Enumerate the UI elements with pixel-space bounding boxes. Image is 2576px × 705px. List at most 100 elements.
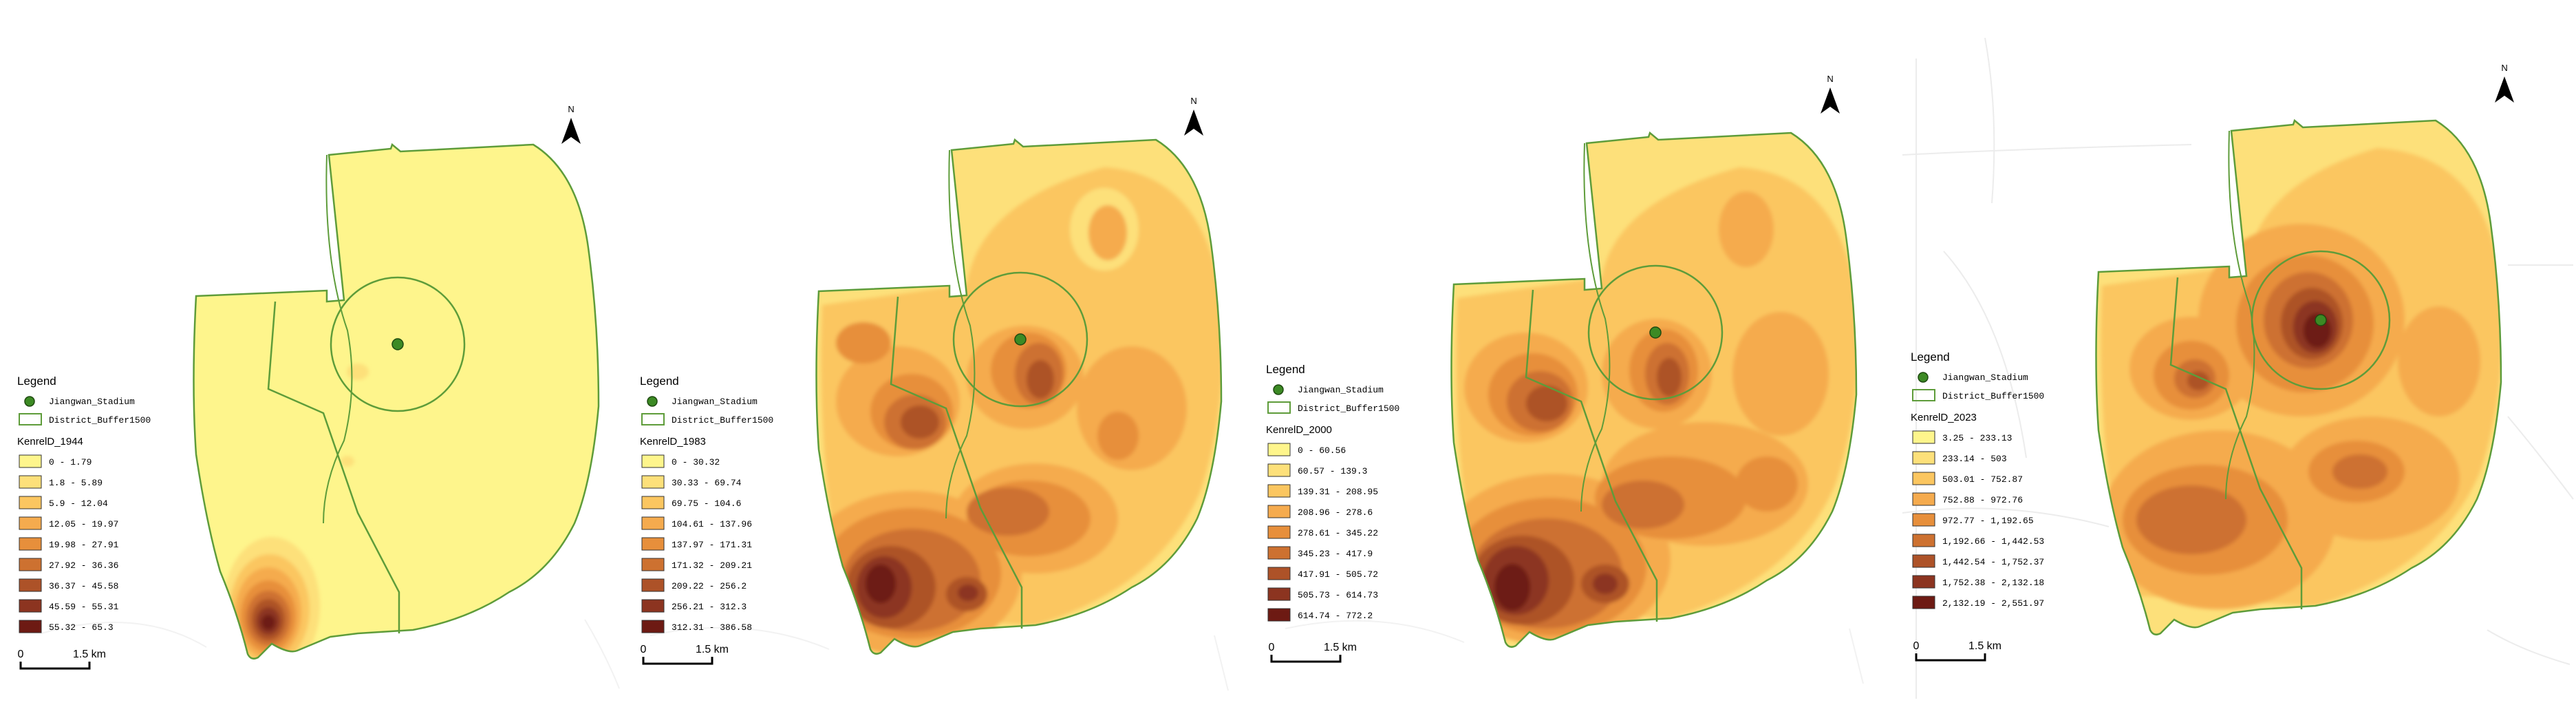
buffer-legend-label: District_Buffer1500 xyxy=(672,415,773,425)
buffer-legend-label: District_Buffer1500 xyxy=(49,415,151,425)
scale-bar: 0 1.5 km xyxy=(18,649,106,670)
legend-swatch-2 xyxy=(1912,451,1935,465)
legend-class-label-4: 104.61 - 137.96 xyxy=(672,519,752,529)
legend-swatch-9 xyxy=(641,620,665,633)
legend-class-label-7: 36.37 - 45.58 xyxy=(49,581,118,591)
north-label: N xyxy=(1827,74,1833,84)
legend-swatch-5 xyxy=(1267,525,1291,539)
map-panel-1983: N Legend Jiangwan_Stadium District_Buffe… xyxy=(640,96,1229,691)
legend-class-label-5: 972.77 - 1,192.65 xyxy=(1942,516,2034,526)
legend-swatch-7 xyxy=(641,578,665,592)
legend-swatch-2 xyxy=(641,475,665,489)
density-blob xyxy=(2136,485,2246,554)
stadium-legend-icon xyxy=(647,396,658,407)
legend-class-label-4: 12.05 - 19.97 xyxy=(49,519,118,529)
legend-title: Legend xyxy=(17,375,56,388)
north-label: N xyxy=(1190,96,1196,106)
scale-bar-line xyxy=(642,657,713,665)
legend-classes: 3.25 - 233.13 233.14 - 503 503.01 - 752.87… xyxy=(1912,430,2044,609)
legend-class-label-6: 1,192.66 - 1,442.53 xyxy=(1942,536,2044,547)
density-blob xyxy=(866,565,896,603)
stadium-legend-label: Jiangwan_Stadium xyxy=(49,397,135,407)
legend-class-label-3: 503.01 - 752.87 xyxy=(1942,474,2023,485)
legend-swatch-1 xyxy=(1267,443,1291,456)
legend-swatch-9 xyxy=(19,620,42,633)
stadium-legend-label: Jiangwan_Stadium xyxy=(1942,372,2028,383)
density-blob xyxy=(1097,412,1139,460)
legend-swatch-4 xyxy=(19,516,42,530)
legend-swatch-3 xyxy=(19,496,42,509)
legend-class-label-1: 3.25 - 233.13 xyxy=(1942,433,2012,443)
legend-swatch-7 xyxy=(19,578,42,592)
density-blob xyxy=(901,406,939,439)
legend-class-label-3: 5.9 - 12.04 xyxy=(49,498,108,509)
legend-class-label-7: 417.91 - 505.72 xyxy=(1298,569,1378,580)
density-blob xyxy=(1732,312,1829,436)
legend-class-label-9: 2,132.19 - 2,551.97 xyxy=(1942,598,2044,609)
legend-swatch-7 xyxy=(1912,554,1935,568)
legend-class-label-2: 1.8 - 5.89 xyxy=(49,478,103,488)
legend-swatch-2 xyxy=(1267,463,1291,477)
buffer-legend-label: District_Buffer1500 xyxy=(1298,403,1399,414)
basemap-streets xyxy=(650,627,1229,691)
density-blob xyxy=(347,364,369,380)
scale-zero-label: 0 xyxy=(1913,640,1920,652)
north-arrow-icon xyxy=(1821,87,1840,114)
basemap-streets xyxy=(1285,620,1864,684)
legend: Legend Jiangwan_Stadium District_Buffer1… xyxy=(17,375,151,633)
density-blob xyxy=(341,456,354,467)
legend-swatch-4 xyxy=(1267,505,1291,518)
scale-bar: 0 1.5 km xyxy=(1269,642,1357,663)
buffer-legend-label: District_Buffer1500 xyxy=(1942,391,2044,401)
density-blob xyxy=(1027,360,1054,399)
density-blob xyxy=(1657,358,1682,397)
legend-class-label-7: 209.22 - 256.2 xyxy=(672,581,747,591)
legend-swatch-6 xyxy=(1912,534,1935,547)
scale-bar-line xyxy=(19,662,91,670)
north-arrow: N xyxy=(561,104,581,144)
jiangwan-stadium-point xyxy=(1649,326,1662,339)
buffer-legend-icon xyxy=(1267,401,1291,414)
legend-swatch-9 xyxy=(1912,596,1935,609)
north-arrow-icon xyxy=(561,118,581,144)
jiangwan-stadium-point xyxy=(391,338,404,350)
scale-bar: 0 1.5 km xyxy=(641,644,729,665)
legend-classes: 0 - 1.79 1.8 - 5.89 5.9 - 12.04 12.05 - 19.… xyxy=(19,454,119,633)
jiangwan-stadium-point xyxy=(2315,314,2327,326)
map-panel-1944: N Legend Jiangwan_Stadium District_Buffe… xyxy=(17,104,620,689)
legend: Legend Jiangwan_Stadium District_Buffer1… xyxy=(1266,363,1399,622)
legend-swatch-5 xyxy=(19,537,42,551)
scale-distance-label: 1.5 km xyxy=(73,649,106,660)
sub-district-boundary xyxy=(267,301,400,633)
legend-swatch-8 xyxy=(1912,575,1935,589)
density-blob xyxy=(1602,481,1684,529)
legend-title: Legend xyxy=(1911,350,1950,364)
kde-layer-title: KenrelD_1983 xyxy=(640,436,706,448)
legend-class-label-6: 171.32 - 209.21 xyxy=(672,560,752,571)
legend-swatch-9 xyxy=(1267,608,1291,622)
density-surface xyxy=(816,140,1221,654)
legend-swatch-8 xyxy=(19,599,42,613)
north-arrow: N xyxy=(1184,96,1203,136)
kde-layer-title: KenrelD_1944 xyxy=(17,436,83,448)
north-label: N xyxy=(2501,63,2507,73)
legend-swatch-1 xyxy=(19,454,42,468)
legend-swatch-3 xyxy=(1912,472,1935,485)
legend: Legend Jiangwan_Stadium District_Buffer1… xyxy=(640,375,773,633)
scale-distance-label: 1.5 km xyxy=(1968,640,2001,652)
legend-class-label-2: 30.33 - 69.74 xyxy=(672,478,742,488)
map-panel-2000: N Legend Jiangwan_Stadium District_Buffe… xyxy=(1266,74,1864,684)
stadium-legend-icon xyxy=(1273,384,1284,395)
legend-class-label-8: 1,752.38 - 2,132.18 xyxy=(1942,578,2044,588)
density-blob xyxy=(2398,306,2480,417)
density-blob xyxy=(967,487,1049,536)
legend-class-label-9: 312.31 - 386.58 xyxy=(672,622,752,633)
density-blob xyxy=(2332,454,2387,489)
legend-class-label-7: 1,442.54 - 1,752.37 xyxy=(1942,557,2044,567)
legend-swatch-5 xyxy=(641,537,665,551)
density-surface xyxy=(1451,133,1856,647)
stadium-legend-label: Jiangwan_Stadium xyxy=(672,397,758,407)
basemap-streets xyxy=(41,619,620,689)
legend-swatch-6 xyxy=(641,558,665,571)
